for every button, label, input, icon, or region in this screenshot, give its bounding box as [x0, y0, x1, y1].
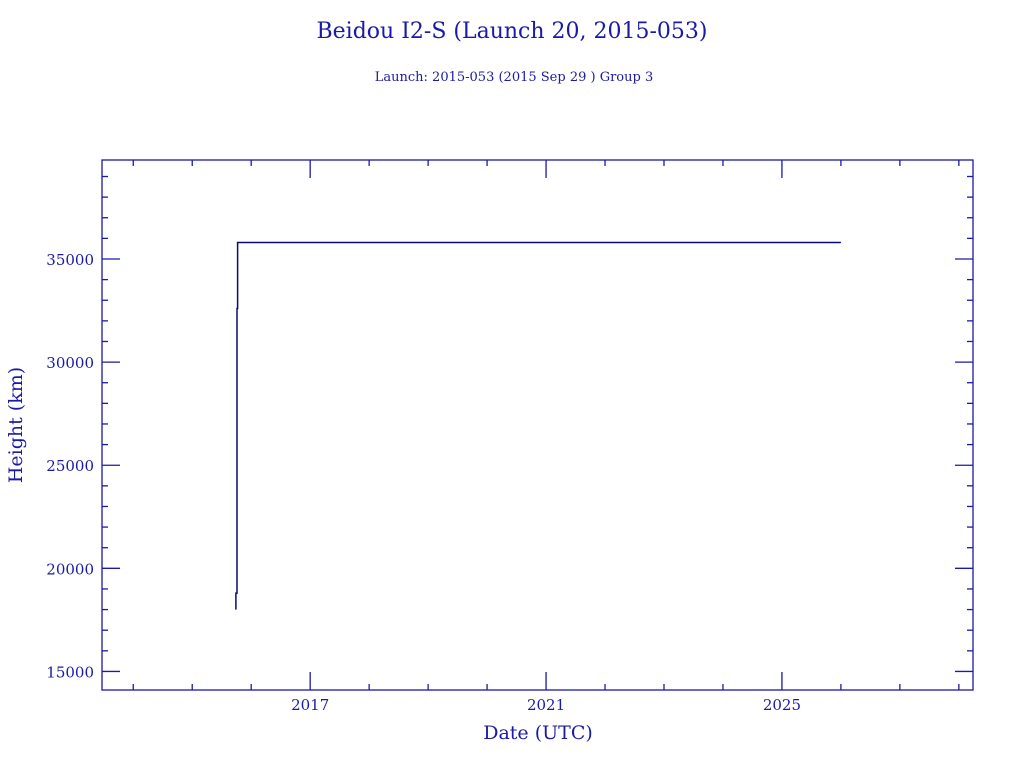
chart-subtitle: Launch: 2015-053 (2015 Sep 29 ) Group 3 [375, 70, 653, 85]
y-tick-label: 20000 [46, 560, 94, 578]
x-tick-label: 2017 [291, 696, 329, 714]
x-tick-label: 2025 [763, 696, 801, 714]
y-axis-label: Height (km) [5, 367, 27, 483]
y-tick-label: 15000 [46, 663, 94, 681]
y-tick-label: 30000 [46, 354, 94, 372]
y-tick-label: 25000 [46, 457, 94, 475]
y-tick-label: 35000 [46, 251, 94, 269]
chart-title: Beidou I2-S (Launch 20, 2015-053) [316, 19, 707, 44]
height-series-line [235, 241, 841, 610]
plot-frame [101, 159, 974, 691]
x-axis-label: Date (UTC) [483, 722, 593, 744]
x-tick-label: 2021 [527, 696, 565, 714]
